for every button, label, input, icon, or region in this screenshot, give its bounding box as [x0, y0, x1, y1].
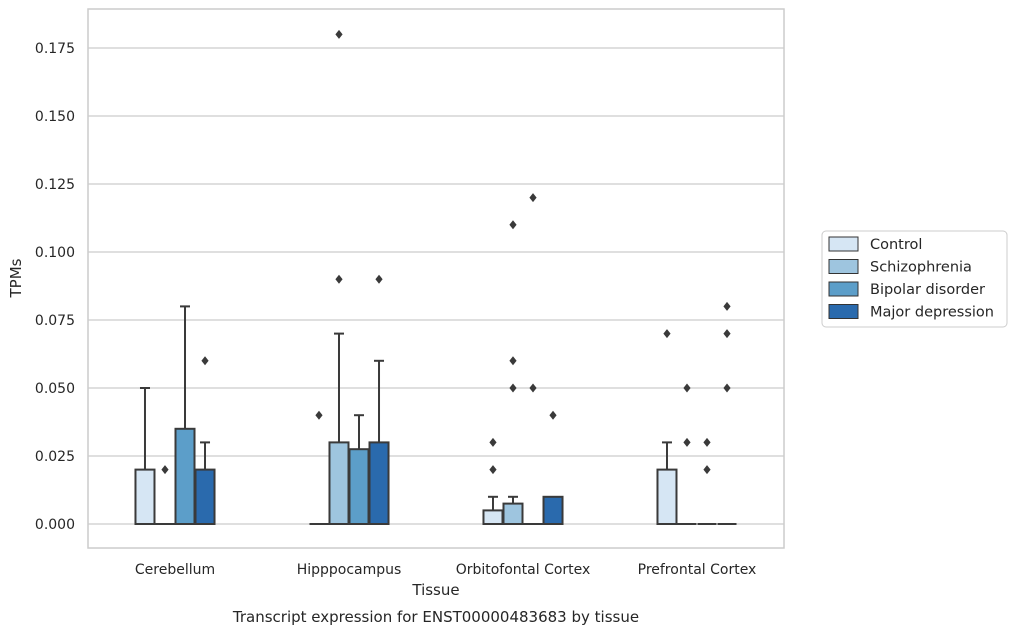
y-tick-label: 0.175 [35, 41, 75, 57]
y-tick-label: 0.150 [35, 109, 75, 125]
y-tick-label: 0.000 [35, 517, 75, 533]
outliers [161, 29, 731, 475]
x-tick-label: Prefrontal Cortex [638, 562, 757, 578]
outlier-point [723, 329, 731, 339]
x-axis-ticks: Cerebellum Hipppocampus Orbitofontal Corte… [135, 562, 756, 578]
outlier-point [489, 465, 497, 475]
chart-caption: Transcript expression for ENST0000048368… [232, 608, 639, 626]
box-body [656, 468, 678, 526]
y-tick-label: 0.100 [35, 245, 75, 261]
outlier-point [335, 29, 343, 39]
box-major-depression [368, 359, 390, 525]
outlier-point [663, 329, 671, 339]
outlier-point [683, 437, 691, 447]
box-bipolar-disorder [174, 305, 196, 525]
box-body [328, 441, 350, 525]
legend-label: Control [870, 237, 922, 253]
outlier-point [703, 465, 711, 475]
outlier-point [201, 356, 209, 366]
box-plots [134, 305, 737, 526]
y-axis-title: TPMs [7, 258, 25, 298]
outlier-point [549, 410, 557, 420]
outlier-point [703, 437, 711, 447]
y-tick-label: 0.075 [35, 313, 75, 329]
y-tick-label: 0.050 [35, 381, 75, 397]
box-body [542, 495, 564, 525]
box-body [502, 502, 524, 526]
outlier-point [161, 465, 169, 475]
outlier-point [315, 410, 323, 420]
outlier-point [529, 193, 537, 203]
outlier-point [509, 220, 517, 230]
x-axis-title: Tissue [411, 581, 459, 599]
box-bipolar-disorder [348, 414, 370, 526]
outlier-point [335, 274, 343, 284]
outlier-point [375, 274, 383, 284]
legend-label: Schizophrenia [870, 260, 972, 276]
box-control [134, 387, 156, 526]
y-axis-ticks: 0.000 0.025 0.050 0.075 0.100 0.125 0.150 0.175 [35, 41, 75, 533]
box-control [656, 441, 678, 526]
box-body [194, 468, 216, 526]
legend-label: Major depression [870, 305, 994, 321]
box-major-depression [194, 441, 216, 526]
legend: Control Schizophrenia Bipolar disorder Majo… [821, 230, 1008, 328]
box-body [174, 427, 196, 525]
box-body [134, 468, 156, 526]
outlier-point [683, 383, 691, 393]
x-tick-label: Hipppocampus [297, 562, 402, 578]
outlier-point [529, 383, 537, 393]
box-body [482, 509, 504, 525]
legend-swatch [828, 281, 859, 297]
x-tick-label: Cerebellum [135, 562, 215, 578]
x-tick-label: Orbitofontal Cortex [456, 562, 591, 578]
outlier-point [489, 437, 497, 447]
legend-frame [821, 230, 1008, 328]
outlier-point [723, 301, 731, 311]
gridlines [88, 47, 784, 525]
box-body [348, 448, 370, 526]
box-control [482, 495, 504, 525]
legend-swatch [828, 259, 859, 274]
legend-swatch [828, 236, 859, 252]
y-tick-label: 0.025 [35, 449, 75, 465]
box-body [368, 441, 390, 525]
y-tick-label: 0.125 [35, 177, 75, 193]
outlier-point [509, 356, 517, 366]
box-major-depression [542, 495, 564, 525]
box-schizophrenia [502, 495, 524, 526]
legend-swatch [828, 304, 859, 319]
plot-area-frame [87, 8, 785, 549]
outlier-point [509, 383, 517, 393]
outlier-point [723, 383, 731, 393]
legend-label: Bipolar disorder [870, 282, 985, 298]
box-schizophrenia [328, 332, 350, 525]
